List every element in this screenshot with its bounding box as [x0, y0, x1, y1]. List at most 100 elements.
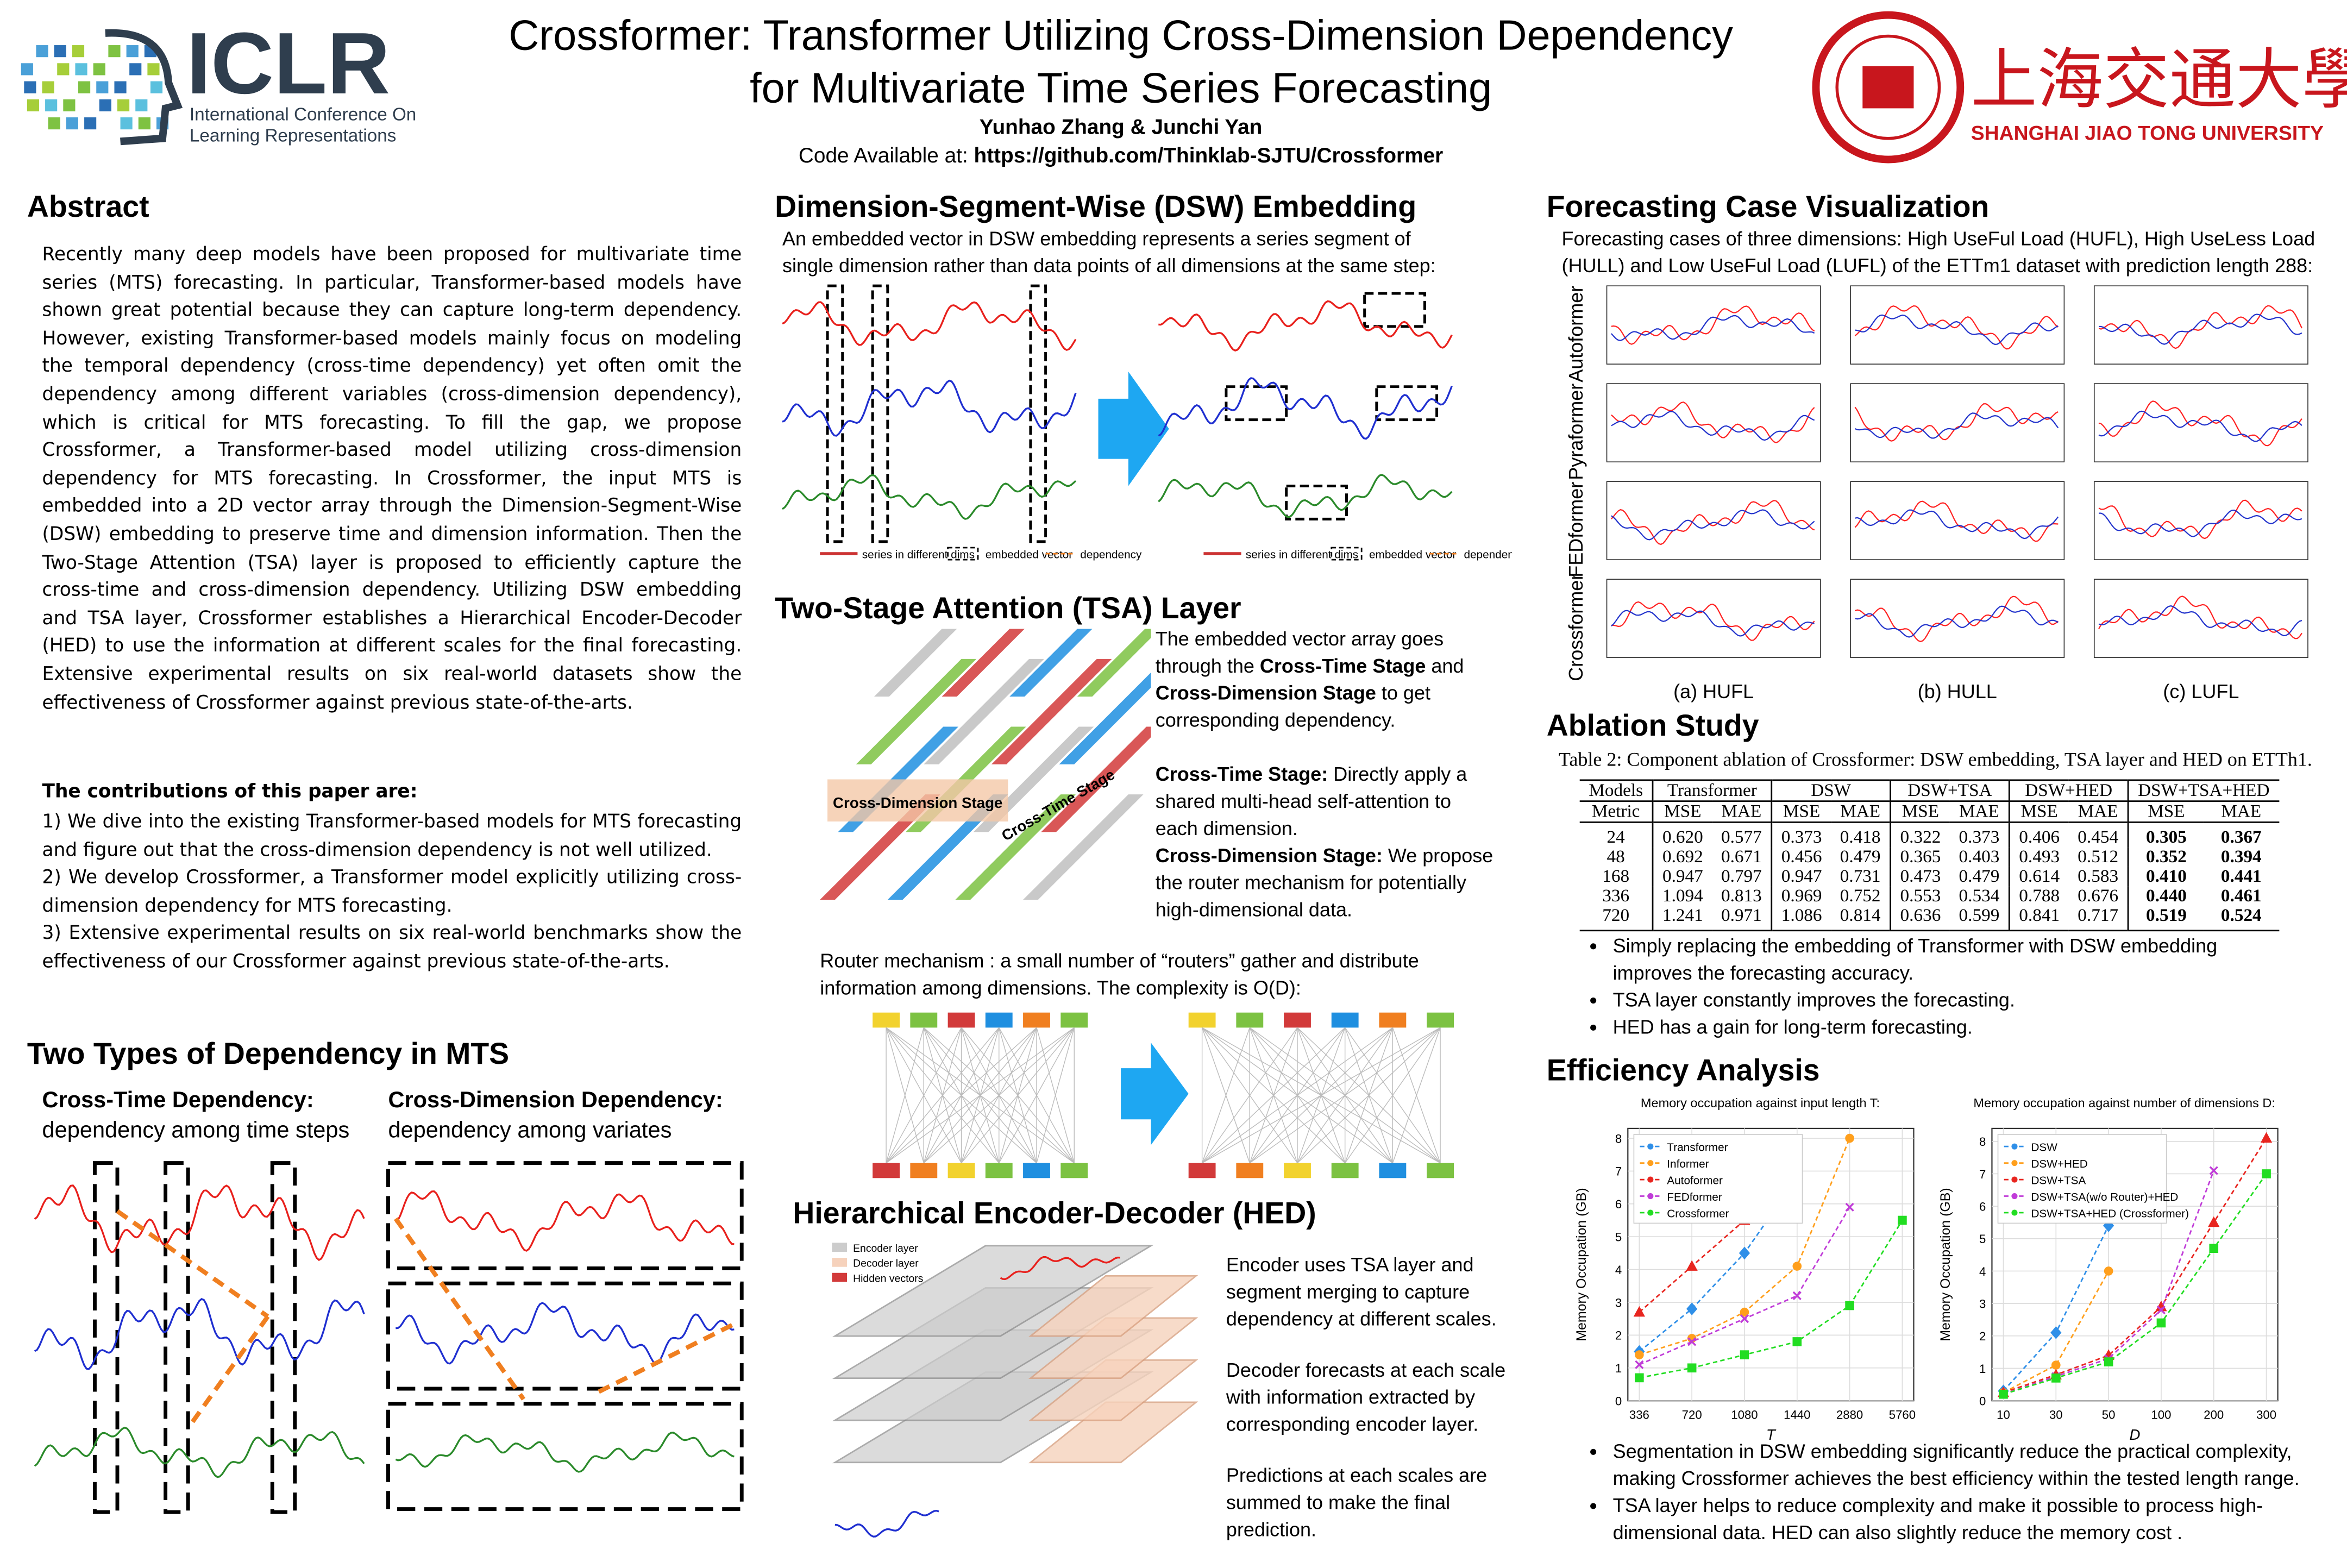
marker [2104, 1357, 2113, 1366]
encoder-layer [832, 1245, 1154, 1337]
table-cell: 0.410 [2146, 865, 2187, 887]
dsw-text: An embedded vector in DSW embedding repr… [782, 227, 1436, 277]
row-label: Pyraformer [1565, 384, 1587, 480]
section-heading: Forecasting Case Visualization [1546, 191, 1990, 224]
legend-label: dependency [1080, 548, 1142, 561]
logo-square [120, 117, 133, 130]
header-cell: DSW [1771, 780, 1891, 801]
vector [1236, 1012, 1264, 1028]
dep-time: Cross-Time Dependency: dependency among … [42, 1086, 350, 1146]
logo-head [105, 29, 183, 146]
header-cell: Metric [1579, 801, 1654, 823]
vector [947, 1012, 975, 1028]
table-cell: 0.577 [1712, 822, 1773, 848]
y-tick-label: 7 [1615, 1165, 1622, 1178]
vector [1427, 1163, 1454, 1178]
header-cell: MAE [2068, 801, 2129, 823]
legend-label: DSW+TSA [2031, 1174, 2086, 1187]
fig-label: Cross-Dimension Stage [833, 794, 1002, 811]
arrow [1098, 371, 1169, 486]
table-cell: 0.512 [2068, 846, 2129, 867]
dependency-arrow [393, 1217, 526, 1401]
table-cell: 0.731 [1831, 866, 1891, 887]
marker [2208, 1216, 2220, 1227]
connection [886, 1027, 1000, 1164]
code-label: Code Available at: [798, 143, 968, 167]
vector [955, 794, 1076, 900]
decor-line [34, 1298, 365, 1370]
code-url[interactable]: https://github.com/Thinklab-SJTU/Crossfo… [974, 143, 1444, 167]
decor-line [1611, 601, 1815, 641]
connection [1249, 1027, 1441, 1164]
series-line [1639, 1220, 1903, 1379]
decor-line [34, 1426, 365, 1478]
bullet: HED has a gain for long-term forecasting… [1613, 1014, 2290, 1041]
logo-square [117, 99, 130, 111]
marker [2104, 1266, 2113, 1276]
y-tick-label: 6 [1615, 1197, 1622, 1211]
legend-swatch [1647, 1209, 1654, 1216]
plot-frame [2093, 579, 2308, 658]
decor-line [2098, 410, 2302, 442]
bullet: Simply replacing the embedding of Transf… [1613, 933, 2290, 987]
title-line: Crossformer: Transformer Utilizing Cross… [509, 12, 1733, 59]
header-cell: Transformer [1652, 780, 1773, 801]
series-line [2003, 1270, 2110, 1394]
y-tick-label: 7 [1979, 1168, 1986, 1181]
logo-square [45, 99, 58, 111]
y-tick-label: 2 [1979, 1329, 1986, 1343]
vector [1060, 1012, 1088, 1028]
legend-label: Autoformer [1667, 1174, 1723, 1187]
x-tick-label: 2880 [1836, 1408, 1863, 1421]
logo-square [126, 45, 139, 58]
university-en: SHANGHAI JIAO TONG UNIVERSITY [1971, 122, 2324, 145]
decor-line [2098, 595, 2302, 639]
logo-square [84, 117, 97, 130]
header-row: Metric MSE MAE MSE MAE MSE MAE MSE MAE MSE MAE [1579, 801, 2279, 823]
marker [1687, 1363, 1697, 1373]
legend-label: series in different dims [1246, 548, 1358, 561]
section-heading: Hierarchical Encoder-Decoder (HED) [793, 1197, 1316, 1231]
marker [1686, 1260, 1698, 1271]
paragraph: Decoder forecasts at each scale with inf… [1226, 1358, 1506, 1435]
text-run: Cross-Time Stage [1259, 654, 1426, 678]
legend-label: Decoder layer [853, 1258, 919, 1270]
logo-square [54, 45, 66, 58]
marker [2156, 1305, 2166, 1315]
logo-square [27, 99, 39, 111]
connection [1297, 1027, 1441, 1164]
vector [1236, 1163, 1264, 1178]
row-label: FEDformer [1565, 482, 1587, 578]
legend-label: Transformer [1667, 1141, 1728, 1153]
bullet: TSA layer helps to reduce complexity and… [1613, 1492, 2320, 1547]
y-tick-label: 1 [1979, 1362, 1986, 1376]
decoder-layer [1028, 1317, 1198, 1379]
series-line [2003, 1138, 2267, 1394]
legend-swatch [2011, 1193, 2018, 1200]
decor-line [782, 474, 1077, 520]
iclr-subtitle: International Conference On [190, 105, 416, 125]
dependency-arrow [191, 1315, 270, 1423]
table-cell: 0.636 [1900, 904, 1941, 926]
table-cell: 0.752 [1831, 886, 1891, 906]
chart: Memory occupation against number of dime… [1938, 1096, 2279, 1443]
x-tick-label: 200 [2204, 1408, 2224, 1421]
legend-swatch [2011, 1143, 2018, 1150]
vector [873, 1012, 900, 1028]
y-tick-label: 4 [1615, 1263, 1622, 1277]
table-cell: 1.086 [1781, 904, 1822, 926]
sjtu-emblem [1812, 11, 1965, 164]
table-cell: 0.599 [1949, 905, 2010, 931]
bullet: TSA layer constantly improves the foreca… [1613, 987, 2290, 1014]
marker [1740, 1314, 1749, 1324]
header-cell: DSW+TSA [1890, 780, 2010, 801]
segment-box [826, 284, 844, 543]
legend-label: DSW+TSA(w/o Router)+HED [2031, 1191, 2178, 1203]
table-cell: 0.717 [2068, 905, 2129, 931]
logo-square [129, 63, 142, 76]
legend-label: series in different dims [862, 548, 975, 561]
table-cell: 168 [1579, 866, 1654, 887]
y-tick-label: 5 [1615, 1231, 1622, 1244]
table-cell: 0.971 [1712, 905, 1773, 931]
